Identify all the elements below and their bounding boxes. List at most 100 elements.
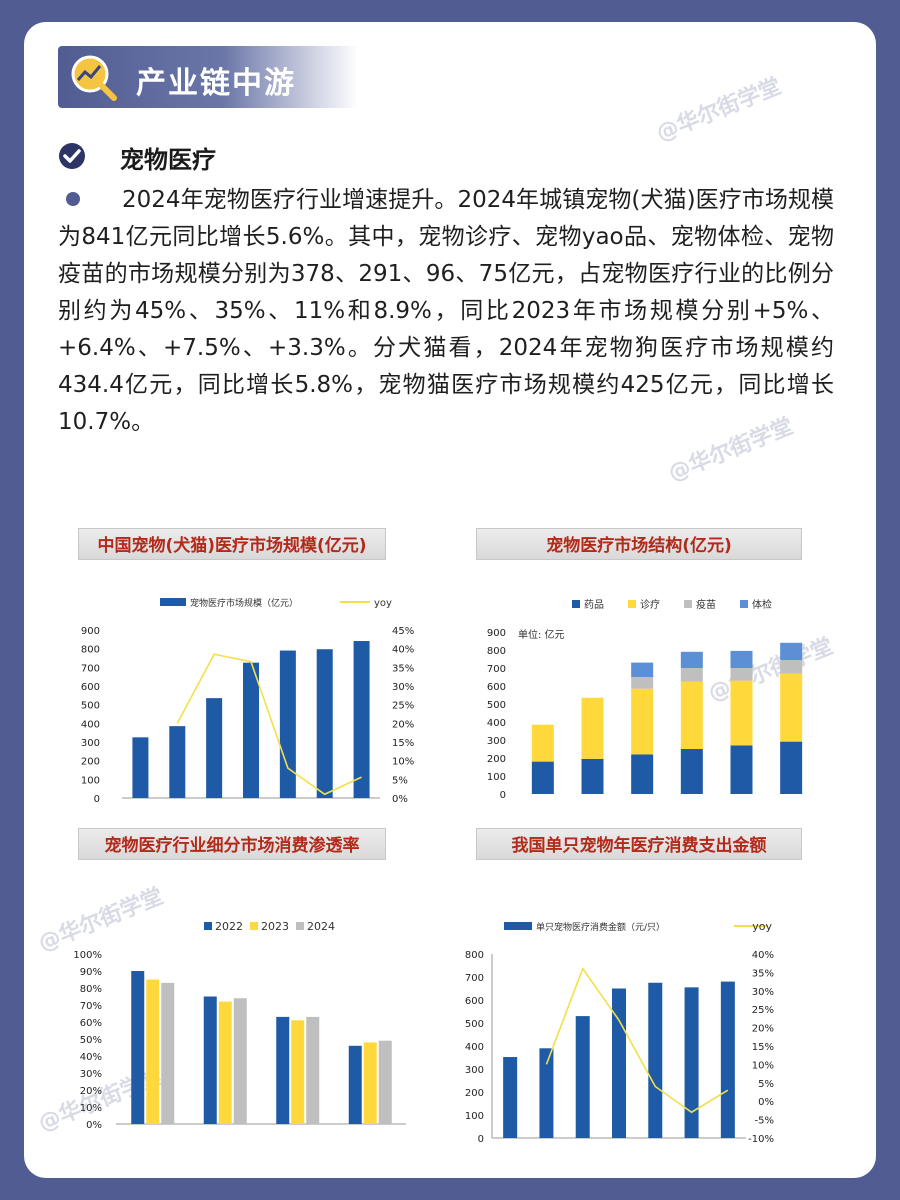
bar-market-size [279,650,296,798]
y-tick-label: 800 [487,646,506,657]
chart2-unit-note: 单位: 亿元 [518,628,565,641]
bar-per-pet-spend [648,982,663,1138]
yoy-line [545,967,729,1114]
header-title: 产业链中游 [136,66,296,101]
y-tick-label: 70% [80,1001,102,1012]
analysis-magnifier-icon [71,55,117,101]
y-right-tick-label: 0% [392,794,408,802]
grouped-bar [218,1001,232,1124]
y-left-tick-label: 400 [81,719,100,730]
watermark: @华尔街学堂 [653,74,785,147]
legend-label-yoy: yoy [752,920,772,933]
legend-label-per-pet: 单只宠物医疗消费金额（元/只） [536,921,665,933]
stacked-bar-segment [780,660,803,674]
bar-market-size [353,641,370,798]
legend-swatch [628,600,636,608]
y-left-tick-label: 700 [81,663,100,674]
y-left-tick-label: 800 [81,645,100,656]
y-right-tick-label: 15% [752,1042,774,1053]
paragraph-text: 2024年宠物医疗行业增速提升。2024年城镇宠物(犬猫)医疗市场规模为841亿… [58,187,834,435]
stacked-bar-segment [680,668,703,682]
content-card: 产业链中游 宠物医疗 2024年宠物医疗行业增速提升。2024年城镇宠物(犬猫)… [24,22,876,1178]
bar-per-pet-spend [575,1016,590,1138]
bar-market-size [243,662,259,798]
section-header: 产业链中游 [58,46,358,108]
y-tick-label: 100 [487,772,506,783]
grouped-bar [131,971,145,1124]
stacked-bar-segment [780,642,803,661]
y-left-tick-label: 100 [465,1111,484,1122]
y-tick-label: 90% [80,967,102,978]
y-right-tick-label: 30% [392,682,414,693]
stacked-bar-segment [730,680,753,746]
y-left-tick-label: 0 [478,1134,484,1142]
y-tick-label: 200 [487,754,506,765]
y-left-tick-label: 200 [465,1088,484,1099]
y-left-tick-label: 800 [465,950,484,961]
y-right-tick-label: -5% [755,1116,774,1127]
legend-swatch [572,600,580,608]
legend-label-market-size: 宠物医疗市场规模（亿元） [190,597,298,609]
y-tick-label: 0% [86,1120,102,1131]
y-right-tick-label: -10% [748,1134,774,1142]
y-left-tick-label: 400 [465,1042,484,1053]
y-left-tick-label: 700 [465,973,484,984]
legend-label: 诊疗 [640,598,660,611]
yoy-line [176,653,362,796]
y-right-tick-label: 30% [752,987,774,998]
y-left-tick-label: 500 [81,701,100,712]
y-tick-label: 20% [80,1086,102,1097]
y-tick-label: 30% [80,1069,102,1080]
chart1-title: 中国宠物(犬猫)医疗市场规模(亿元) [97,536,367,556]
grouped-bar [233,998,247,1124]
grouped-bar [203,996,217,1124]
chart2-title-banner: 宠物医疗市场结构(亿元) [476,528,802,560]
y-right-tick-label: 5% [392,775,408,786]
y-tick-label: 10% [80,1103,102,1114]
y-tick-label: 60% [80,1018,102,1029]
stacked-bar-segment [631,662,654,677]
legend-swatch [740,600,748,608]
legend-swatch [684,600,692,608]
legend-swatch [296,922,304,930]
stacked-bar-segment [680,749,703,794]
chart4-title: 我国单只宠物年医疗消费支出金额 [511,836,767,856]
legend-label-yoy: yoy [374,598,392,609]
y-tick-label: 400 [487,718,506,729]
grouped-bar [306,1016,320,1124]
y-right-tick-label: 35% [752,968,774,979]
bar-per-pet-spend [612,988,626,1138]
y-left-tick-label: 0 [94,794,100,802]
y-right-tick-label: 25% [392,701,414,712]
grouped-bar [146,979,160,1124]
chart3-title: 宠物医疗行业细分市场消费渗透率 [104,836,360,856]
chart1-market-size: 宠物医疗市场规模（亿元） yoy 0 100 200 300 400 500 600 700 800… [81,597,414,802]
y-tick-label: 0 [500,790,506,801]
stacked-bar-segment [531,761,554,794]
bullet-dot [66,192,80,206]
chart2-title: 宠物医疗市场结构(亿元) [546,536,732,556]
stacked-bar-segment [680,681,703,749]
legend-label: 2024 [307,920,335,933]
bar-market-size [169,726,186,798]
stacked-bar-segment [680,651,703,668]
y-left-tick-label: 300 [465,1065,484,1076]
legend-label: 疫苗 [696,598,716,611]
y-right-tick-label: 40% [392,645,414,656]
legend-label: 2023 [261,920,289,933]
stacked-bar-segment [631,677,654,689]
chart1-title-banner: 中国宠物(犬猫)医疗市场规模(亿元) [78,528,386,560]
y-tick-label: 900 [487,628,506,639]
y-left-tick-label: 300 [81,738,100,749]
legend-swatch [204,922,212,930]
stacked-bar-segment [581,758,604,794]
y-right-tick-label: 45% [392,626,414,637]
y-tick-label: 500 [487,700,506,711]
chart4-title-banner: 我国单只宠物年医疗消费支出金额 [476,828,802,860]
chart3-title-banner: 宠物医疗行业细分市场消费渗透率 [78,828,386,860]
legend-label: 2022 [215,920,243,933]
bar-per-pet-spend [539,1048,554,1138]
y-left-tick-label: 200 [81,757,100,768]
y-right-tick-label: 40% [752,950,774,961]
